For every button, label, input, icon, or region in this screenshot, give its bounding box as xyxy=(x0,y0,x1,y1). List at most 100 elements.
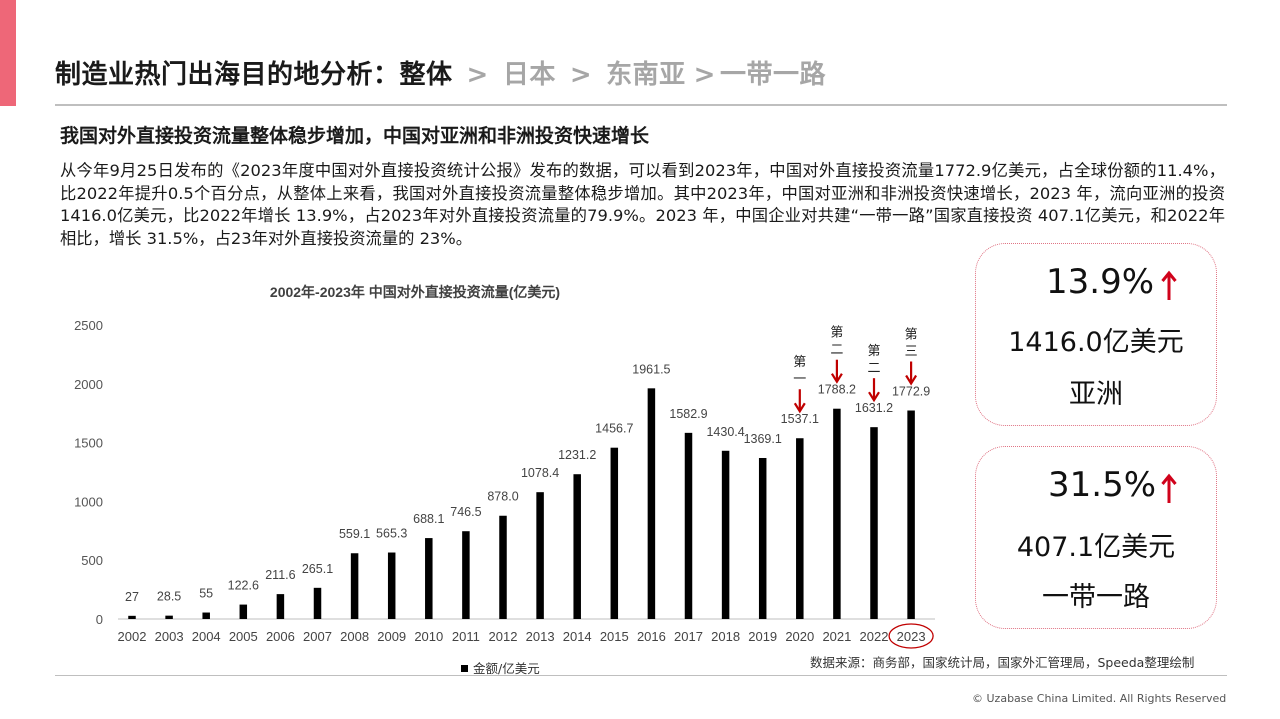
data-label: 122.6 xyxy=(228,579,259,593)
legend-swatch xyxy=(461,665,468,672)
card-amount: 407.1亿美元 xyxy=(1016,532,1176,563)
rank-annotation-char: 三 xyxy=(905,345,918,360)
accent-bar xyxy=(0,0,16,106)
bar xyxy=(536,492,544,619)
breadcrumb-southeast-asia[interactable]: 东南亚 xyxy=(606,60,686,90)
x-tick-label: 2020 xyxy=(785,629,814,644)
slide-subtitle: 我国对外直接投资流量整体稳步增加，中国对亚洲和非洲投资快速增长 xyxy=(60,125,650,147)
bar xyxy=(128,615,136,619)
x-tick-label: 2018 xyxy=(711,629,740,644)
rank-annotation-char: 第 xyxy=(867,344,880,359)
x-tick-label: 2006 xyxy=(266,629,295,644)
breadcrumb-belt-and-road[interactable]: 一带一路 xyxy=(719,60,826,90)
highlight-circle xyxy=(888,623,934,649)
bar xyxy=(870,427,878,619)
x-tick-label: 2022 xyxy=(860,629,889,644)
data-source-note: 数据来源：商务部，国家统计局，国家外汇管理局，Speeda整理绘制 xyxy=(810,655,1195,670)
bar xyxy=(239,604,248,619)
bar xyxy=(684,432,693,619)
data-label: 1631.2 xyxy=(855,401,893,415)
card-region: 一带一路 xyxy=(1042,582,1150,613)
x-tick-label: 2017 xyxy=(674,629,703,644)
data-label: 55 xyxy=(199,587,213,601)
card-amount: 1416.0亿美元 xyxy=(1008,327,1184,358)
breadcrumb-current: 制造业热门出海目的地分析：整体 xyxy=(55,60,453,90)
y-tick-label: 2500 xyxy=(74,318,103,333)
data-label: 1369.1 xyxy=(744,432,782,446)
rank-annotation-char: 二 xyxy=(867,361,880,376)
x-tick-label: 2019 xyxy=(748,629,777,644)
bar xyxy=(499,515,507,619)
y-tick-label: 0 xyxy=(96,612,103,627)
x-tick-label: 2021 xyxy=(822,629,851,644)
x-tick-label: 2003 xyxy=(155,629,184,644)
breadcrumb-separator: > xyxy=(693,60,716,90)
card-region: 亚洲 xyxy=(1069,379,1123,410)
y-tick-label: 2000 xyxy=(74,377,103,392)
data-label: 565.3 xyxy=(376,527,407,541)
bar xyxy=(610,447,619,619)
down-arrow-icon xyxy=(793,402,806,414)
rank-annotation-char: 第 xyxy=(793,355,806,370)
data-label: 746.5 xyxy=(450,505,481,519)
x-tick-label: 2004 xyxy=(192,629,221,644)
x-tick-label: 2010 xyxy=(414,629,443,644)
bar xyxy=(425,538,433,619)
down-arrow-icon xyxy=(830,373,843,384)
rank-annotation-char: 第 xyxy=(905,328,918,343)
data-label: 1430.4 xyxy=(706,425,744,439)
y-tick-label: 500 xyxy=(81,553,103,568)
x-tick-label: 2009 xyxy=(377,629,406,644)
x-tick-label: 2011 xyxy=(452,629,480,644)
y-tick-label: 1500 xyxy=(74,436,103,451)
x-tick-label: 2016 xyxy=(637,629,666,644)
breadcrumb-japan[interactable]: 日本 xyxy=(502,60,556,90)
bar xyxy=(573,474,581,619)
data-label: 1231.2 xyxy=(558,448,596,462)
data-label: 28.5 xyxy=(157,590,181,604)
data-label: 265.1 xyxy=(302,562,333,576)
body-paragraph: 从今年9月25日发布的《2023年度中国对外直接投资统计公报》发布的数据，可以看… xyxy=(60,161,1225,248)
data-label: 27 xyxy=(125,590,139,604)
legend-label: 金额/亿美元 xyxy=(473,661,540,676)
belt-road-growth-card: 31.5% 407.1亿美元 一带一路 xyxy=(975,446,1217,629)
footer-divider xyxy=(55,675,1227,676)
data-label: 1788.2 xyxy=(818,383,856,397)
bar xyxy=(796,438,804,619)
copyright-text: © Uzabase China Limited. All Rights Rese… xyxy=(972,692,1227,705)
bar xyxy=(833,408,841,619)
x-tick-label: 2005 xyxy=(229,629,258,644)
data-label: 1582.9 xyxy=(669,407,707,421)
data-label: 688.1 xyxy=(413,512,444,526)
bar xyxy=(202,612,210,619)
data-label: 1537.1 xyxy=(781,412,819,426)
asia-growth-card: 13.9% 1416.0亿美元 亚洲 xyxy=(975,243,1217,426)
up-arrow-icon xyxy=(1161,473,1177,503)
bar xyxy=(387,552,396,619)
data-label: 878.0 xyxy=(487,490,518,504)
bar xyxy=(647,388,656,619)
bar xyxy=(907,410,915,619)
data-label: 559.1 xyxy=(339,527,370,541)
breadcrumb-separator: > xyxy=(466,60,489,90)
x-tick-label: 2008 xyxy=(340,629,369,644)
y-tick-label: 1000 xyxy=(74,494,103,509)
x-tick-label: 2002 xyxy=(118,629,147,644)
x-tick-label: 2015 xyxy=(600,629,629,644)
data-label: 1772.9 xyxy=(892,385,930,399)
bar xyxy=(276,594,285,619)
bar xyxy=(350,553,359,619)
bar xyxy=(462,531,470,619)
x-tick-label: 2012 xyxy=(489,629,518,644)
data-label: 1456.7 xyxy=(595,422,633,436)
bar xyxy=(165,615,173,619)
card-percentage: 13.9% xyxy=(1046,262,1155,302)
breadcrumb: 制造业热门出海目的地分析：整体 > 日本 > 东南亚 > 一带一路 xyxy=(55,54,826,91)
x-tick-label: 2007 xyxy=(303,629,332,644)
data-label: 211.6 xyxy=(265,568,295,582)
up-arrow-icon xyxy=(1161,270,1177,300)
x-tick-label: 2014 xyxy=(563,629,592,644)
x-tick-label: 2013 xyxy=(526,629,555,644)
down-arrow-icon xyxy=(868,391,880,403)
rank-annotation-char: 二 xyxy=(830,343,843,358)
